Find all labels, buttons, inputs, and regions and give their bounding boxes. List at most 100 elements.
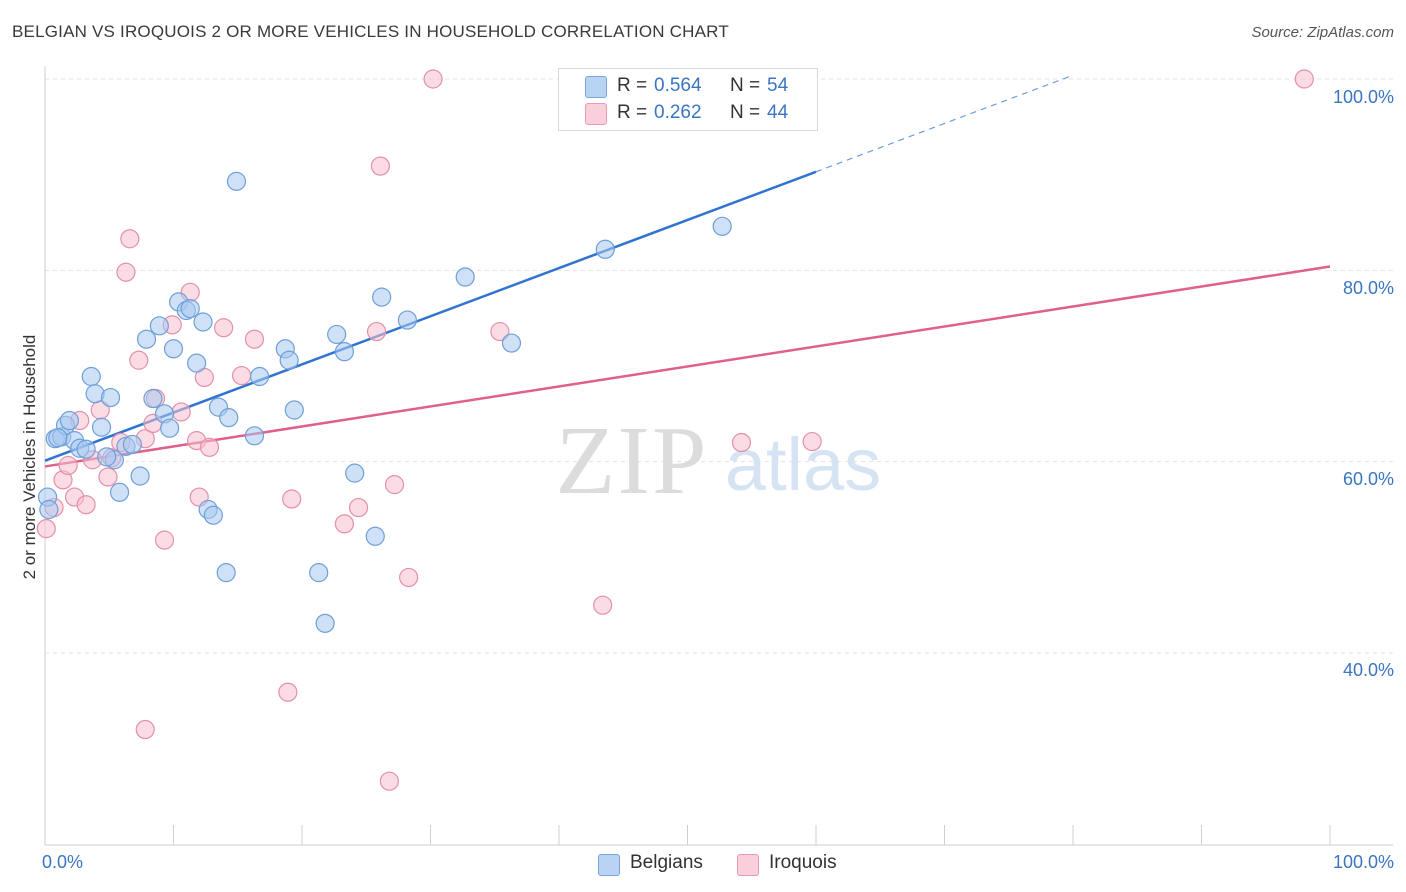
belgians-point <box>39 499 59 520</box>
belgians-point <box>712 216 732 236</box>
chart-source: Source: ZipAtlas.com <box>1251 24 1394 41</box>
iroquois-point <box>379 771 399 791</box>
watermark-zip: ZIP <box>556 407 709 515</box>
x-tick-label-min: 0.0% <box>42 852 84 872</box>
belgians-r-value: 0.564 <box>654 75 702 96</box>
belgians-point <box>109 482 130 502</box>
iroquois-point <box>370 156 390 176</box>
iroquois-point <box>278 682 298 702</box>
iroquois-point <box>244 329 265 349</box>
iroquois-point <box>214 318 234 338</box>
n-label: N = <box>730 102 761 123</box>
stats-legend: R = 0.564 N = 54 R = 0.262 N = 44 <box>558 68 818 131</box>
iroquois-point <box>282 489 302 509</box>
belgians-point <box>130 466 150 486</box>
iroquois-point <box>154 530 175 550</box>
iroquois-n-value: 44 <box>767 102 789 123</box>
belgians-point <box>81 366 101 387</box>
iroquois-swatch <box>585 103 607 125</box>
iroquois-legend-swatch <box>737 854 759 876</box>
belgians-point <box>187 353 207 373</box>
belgians-point <box>226 171 247 191</box>
iroquois-point <box>731 432 752 453</box>
iroquois-point <box>490 321 510 342</box>
belgians-point <box>219 408 239 428</box>
axes <box>44 66 1393 846</box>
iroquois-point <box>334 514 355 534</box>
iroquois-point <box>58 455 78 476</box>
belgians-point <box>160 418 180 438</box>
r-label: R = <box>617 102 648 123</box>
y-axis-label: 2 or more Vehicles in Household <box>20 334 39 580</box>
y-tick-label: 80.0% <box>1342 278 1394 298</box>
belgians-point <box>334 342 355 362</box>
belgians-point <box>122 434 142 455</box>
belgians-point <box>365 526 385 546</box>
belgians-point <box>100 387 121 408</box>
belgians-n-value: 54 <box>767 75 789 96</box>
belgians-point <box>501 333 522 353</box>
iroquois-point <box>171 402 191 422</box>
iroquois-point <box>120 229 140 249</box>
belgians-point <box>249 366 270 387</box>
belgians-point <box>244 426 265 446</box>
belgians-point <box>455 267 475 287</box>
iroquois-point <box>366 321 387 342</box>
belgians-point <box>91 417 112 437</box>
iroquois-legend-label: Iroquois <box>769 852 837 873</box>
belgians-point <box>163 339 184 359</box>
belgians-point <box>193 312 213 332</box>
y-tick-label: 100.0% <box>1332 87 1394 107</box>
iroquois-r-value: 0.262 <box>654 102 702 123</box>
y-tick-label: 60.0% <box>1342 469 1394 489</box>
belgians-legend-swatch <box>598 854 620 876</box>
iroquois-point <box>423 69 443 89</box>
n-label: N = <box>730 75 761 96</box>
belgians-legend-label: Belgians <box>630 852 703 873</box>
belgians-point <box>143 388 163 409</box>
y-tick-label: 40.0% <box>1342 660 1394 680</box>
belgians-trendline-extension <box>815 74 1074 173</box>
belgians-swatch <box>585 76 607 98</box>
iroquois-point <box>135 719 155 740</box>
iroquois-point <box>802 431 822 452</box>
belgians-point <box>149 316 169 336</box>
iroquois-point <box>593 595 613 615</box>
belgians-point <box>136 329 157 349</box>
iroquois-point <box>384 475 405 495</box>
iroquois-point <box>232 365 252 386</box>
belgians-point <box>203 505 223 525</box>
iroquois-point <box>1294 69 1314 89</box>
iroquois-point <box>116 262 136 282</box>
belgians-point <box>97 447 117 467</box>
watermark: ZIP atlas <box>556 407 882 515</box>
belgians-point <box>345 463 365 483</box>
iroquois-point <box>98 467 118 487</box>
belgians-point <box>76 439 96 459</box>
iroquois-point <box>399 567 419 588</box>
iroquois-point <box>199 437 220 457</box>
data-points <box>36 69 1314 791</box>
watermark-atlas: atlas <box>725 423 881 506</box>
iroquois-point <box>76 495 96 515</box>
grid-lines <box>45 78 1393 654</box>
belgians-point <box>372 287 392 307</box>
iroquois-point <box>36 519 56 539</box>
belgians-point <box>180 299 200 319</box>
iroquois-point <box>348 497 369 518</box>
chart-title: BELGIAN VS IROQUOIS 2 OR MORE VEHICLES I… <box>12 22 729 41</box>
r-label: R = <box>617 75 648 96</box>
belgians-point <box>397 310 417 330</box>
belgians-point <box>48 428 68 448</box>
x-tick-label-max: 100.0% <box>1332 852 1394 872</box>
belgians-point <box>315 613 335 633</box>
belgians-point <box>59 410 80 431</box>
belgians-point <box>595 239 615 259</box>
belgians-point <box>284 400 304 420</box>
belgians-point <box>279 350 299 370</box>
iroquois-point <box>129 350 149 370</box>
belgians-point <box>216 563 236 583</box>
belgians-point <box>309 563 329 583</box>
belgians-point <box>327 324 347 345</box>
